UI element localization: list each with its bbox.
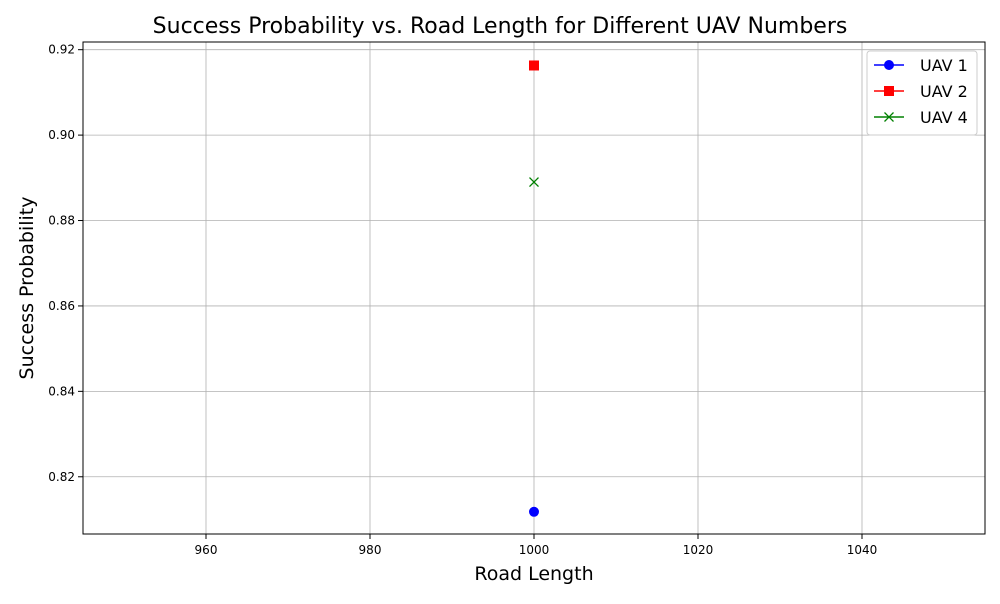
- legend-box: [866, 50, 978, 136]
- legend-marker: [884, 112, 894, 122]
- x-tick-label: 960: [195, 543, 218, 557]
- x-tick-label: 980: [359, 543, 382, 557]
- y-tick-label: 0.88: [48, 214, 75, 228]
- y-tick-label: 0.86: [48, 299, 75, 313]
- legend: UAV 1 UAV 2 UAV 4: [866, 50, 978, 136]
- legend-marker: [884, 86, 894, 96]
- marker-stroke: [529, 177, 539, 188]
- x-tick-label: 1000: [519, 543, 550, 557]
- legend-entry-uav-2: UAV 2: [874, 82, 968, 101]
- y-tick-label: 0.90: [48, 128, 75, 142]
- y-axis-label: Success Probability: [16, 197, 38, 380]
- x-tick-label: 1020: [683, 543, 714, 557]
- marker-stroke: [884, 112, 894, 122]
- x-axis-ticks: 960 980 1000 1020 1040: [195, 534, 878, 557]
- data-point-uav-1: [529, 506, 539, 517]
- x-axis-label: Road Length: [474, 563, 593, 585]
- data-marks: [529, 60, 539, 517]
- y-tick-label: 0.84: [48, 384, 75, 398]
- grid: [83, 42, 985, 534]
- y-tick-label: 0.92: [48, 43, 75, 57]
- data-point-uav-2: [529, 60, 539, 71]
- chart-title: Success Probability vs. Road Length for …: [153, 14, 848, 39]
- legend-entry-uav-4: UAV 4: [874, 108, 968, 127]
- legend-marker: [884, 60, 894, 70]
- legend-label: UAV 1: [920, 56, 968, 75]
- y-axis-ticks: 0.82 0.84 0.86 0.88 0.90 0.92: [48, 43, 83, 484]
- x-tick-label: 1040: [847, 543, 878, 557]
- legend-label: UAV 4: [920, 108, 968, 127]
- legend-entries: UAV 1 UAV 2 UAV 4: [874, 56, 968, 127]
- data-point-uav-4: [529, 177, 539, 188]
- legend-label: UAV 2: [920, 82, 968, 101]
- y-tick-label: 0.82: [48, 470, 75, 484]
- legend-entry-uav-1: UAV 1: [874, 56, 968, 75]
